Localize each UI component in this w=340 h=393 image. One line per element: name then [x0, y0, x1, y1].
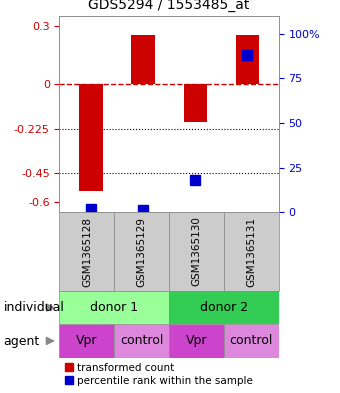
Text: GSM1365131: GSM1365131	[246, 217, 256, 286]
Bar	[59, 212, 114, 291]
Text: GSM1365129: GSM1365129	[137, 217, 147, 286]
Legend: transformed count, percentile rank within the sample: transformed count, percentile rank withi…	[65, 363, 253, 386]
Text: individual: individual	[3, 301, 64, 314]
Title: GDS5294 / 1553485_at: GDS5294 / 1553485_at	[88, 0, 250, 12]
Bar	[224, 212, 279, 291]
Text: donor 1: donor 1	[90, 301, 138, 314]
Text: control: control	[120, 334, 164, 347]
Bar	[131, 35, 155, 84]
Text: Vpr: Vpr	[186, 334, 207, 347]
Bar	[169, 324, 224, 358]
Text: donor 2: donor 2	[200, 301, 248, 314]
Text: GSM1365130: GSM1365130	[191, 217, 202, 286]
Bar	[59, 324, 114, 358]
Bar	[224, 324, 279, 358]
Bar	[184, 84, 207, 122]
Bar	[59, 291, 169, 324]
Bar	[114, 324, 169, 358]
Bar	[79, 84, 103, 191]
Text: GSM1365128: GSM1365128	[82, 217, 92, 286]
Text: control: control	[230, 334, 273, 347]
Bar	[169, 291, 279, 324]
Bar	[114, 212, 169, 291]
Bar	[169, 212, 224, 291]
Text: agent: agent	[3, 334, 40, 348]
Bar	[236, 35, 259, 84]
Text: Vpr: Vpr	[76, 334, 98, 347]
